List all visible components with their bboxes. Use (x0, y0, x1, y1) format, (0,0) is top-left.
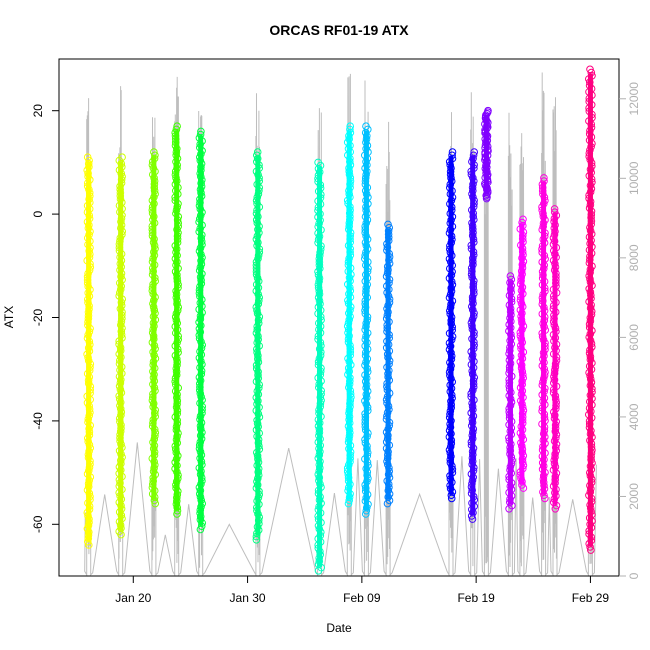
flight-series-rf14 (505, 272, 516, 513)
x-axis-label: Date (326, 621, 352, 635)
data-point (541, 494, 549, 503)
data-point (383, 499, 392, 508)
altitude-trace (84, 72, 597, 577)
data-point (314, 567, 323, 575)
flight-series-rf18 (585, 65, 596, 554)
y-tick-label: 20 (31, 104, 45, 118)
data-point (468, 515, 477, 523)
y-right-tick-label: 4000 (627, 403, 641, 430)
flight-series-rf13 (481, 106, 492, 203)
flight-series-rf06 (252, 148, 264, 544)
data-point (519, 484, 528, 492)
flight-series-rf09 (361, 122, 372, 518)
data-point (196, 525, 205, 534)
y-axis-label: ATX (2, 306, 16, 328)
chart-title: ORCAS RF01-19 ATX (269, 22, 409, 38)
data-point (344, 499, 353, 508)
y-right-tick-label: 0 (627, 572, 641, 579)
x-tick-label: Jan 20 (115, 591, 151, 605)
data-point (117, 530, 125, 539)
x-tick-label: Feb 29 (572, 591, 610, 605)
flight-series-rf05 (195, 127, 206, 534)
flight-series-rf17 (549, 205, 561, 513)
y-right-tick-label: 2000 (627, 483, 641, 510)
x-tick-label: Feb 09 (343, 591, 381, 605)
data-point (447, 494, 456, 503)
flight-series-rf02 (115, 153, 126, 539)
data-point (551, 505, 560, 513)
data-point (482, 194, 491, 203)
y-right-tick-label: 10000 (627, 161, 641, 195)
y-axis-right: 0 2000 4000 6000 8000 10000 12000 (619, 82, 641, 579)
x-tick-label: Feb 19 (457, 591, 495, 605)
flight-series-rf01 (83, 153, 95, 549)
flight-series-rf15 (516, 215, 528, 492)
plot-area (83, 65, 597, 577)
y-right-tick-label: 8000 (627, 244, 641, 271)
y-tick-label: -60 (31, 515, 45, 533)
y-tick-label: -20 (31, 309, 45, 327)
x-tick-label: Jan 30 (230, 591, 266, 605)
data-point (505, 505, 513, 513)
flight-series-rf08 (343, 122, 355, 508)
y-tick-label: -40 (31, 412, 45, 430)
y-axis: -60 -40 -20 0 20 (31, 104, 59, 533)
flight-series-rf07 (314, 158, 326, 575)
flight-series-rf04 (171, 122, 183, 518)
y-right-tick-label: 6000 (627, 324, 641, 351)
flight-series-rf03 (148, 148, 160, 508)
data-point (587, 546, 595, 554)
data-point (362, 510, 370, 518)
x-axis: Jan 20 Jan 30 Feb 09 Feb 19 Feb 29 (115, 576, 609, 605)
flight-series-rf11 (445, 148, 457, 503)
y-right-tick-label: 12000 (627, 82, 641, 116)
data-point (173, 510, 181, 518)
data-point (252, 536, 261, 544)
flight-series-rf16 (538, 174, 550, 503)
data-point (151, 499, 159, 508)
flight-series-rf12 (467, 148, 479, 523)
data-point (85, 541, 93, 549)
flight-series-rf10 (382, 220, 394, 508)
y-tick-label: 0 (31, 210, 45, 217)
